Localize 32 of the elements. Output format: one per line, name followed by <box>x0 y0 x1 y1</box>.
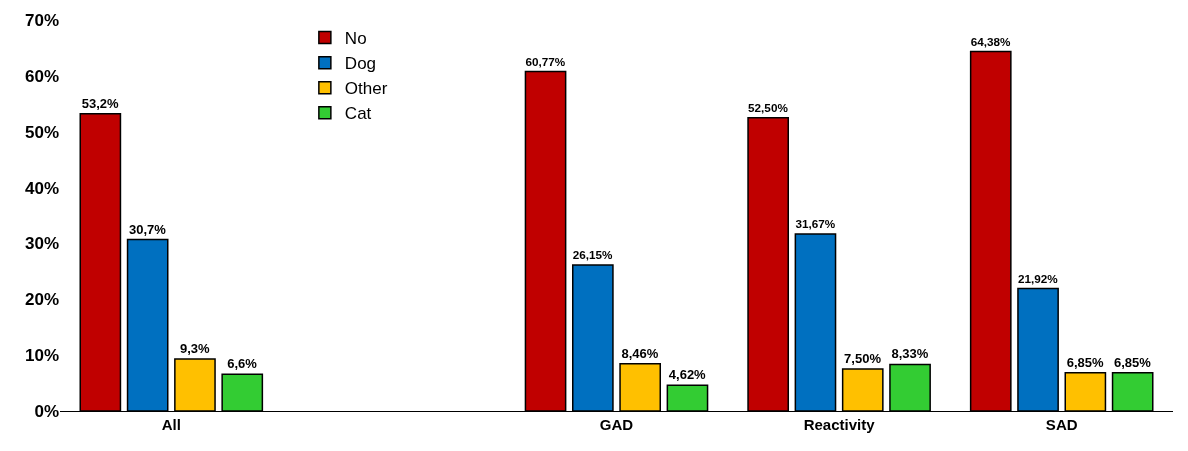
y-tick-label: 20% <box>24 290 59 310</box>
legend-label: Cat <box>344 104 372 124</box>
data-label: 7,50% <box>844 351 882 367</box>
y-tick-label: 40% <box>24 178 59 198</box>
data-label: 4,62% <box>668 367 707 383</box>
legend-label: No <box>344 29 367 49</box>
data-label: 6,85% <box>1066 354 1104 370</box>
x-tick-label: All <box>161 416 181 433</box>
data-label: 6,85% <box>1114 354 1152 370</box>
data-label: 6,6% <box>227 356 258 372</box>
data-label: 26,15% <box>572 248 614 262</box>
y-tick-label: 30% <box>24 234 59 254</box>
data-label: 60,77% <box>525 54 566 68</box>
x-tick-label: SAD <box>1045 416 1078 433</box>
data-label: 64,38% <box>970 34 1011 48</box>
x-tick-label: Reactivity <box>803 416 876 433</box>
x-tick-label: GAD <box>599 416 634 433</box>
y-tick-label: 70% <box>24 10 59 30</box>
y-tick-label: 10% <box>24 346 59 366</box>
data-label: 53,2% <box>81 95 119 111</box>
y-tick-label: 50% <box>24 122 59 142</box>
legend-label: Dog <box>344 54 377 74</box>
y-tick-label: 0% <box>34 401 59 421</box>
data-label: 21,92% <box>1017 271 1059 285</box>
legend-label: Other <box>344 79 388 99</box>
data-label: 9,3% <box>179 341 210 357</box>
data-label: 8,46% <box>621 345 659 361</box>
data-label: 31,67% <box>795 217 836 231</box>
data-label: 30,7% <box>129 221 167 237</box>
y-tick-label: 60% <box>24 66 59 86</box>
data-label: 52,50% <box>748 101 789 115</box>
data-label: 8,33% <box>891 346 929 362</box>
